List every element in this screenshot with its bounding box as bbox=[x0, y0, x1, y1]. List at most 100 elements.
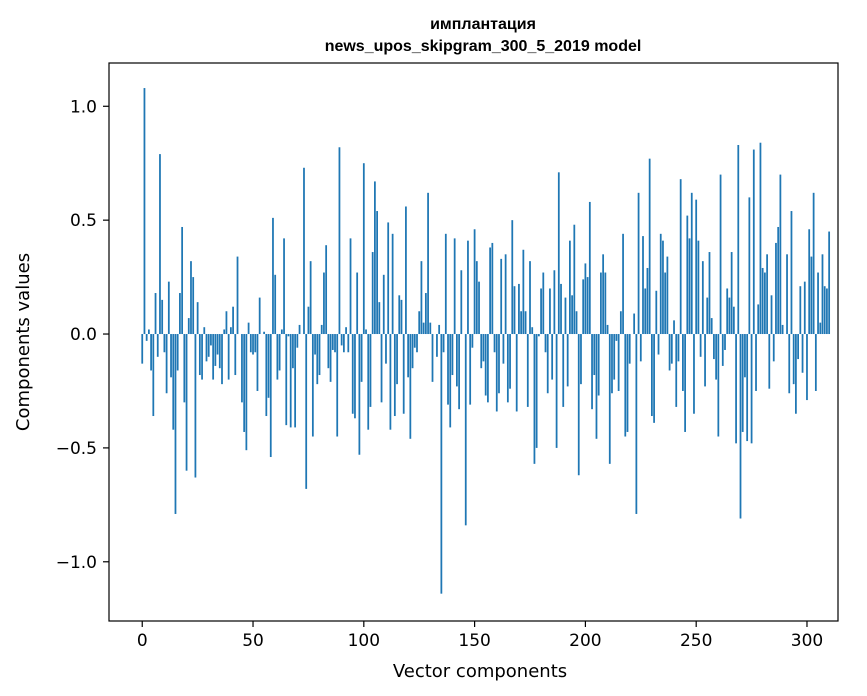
bar bbox=[159, 154, 161, 335]
bar bbox=[597, 334, 600, 396]
bar bbox=[626, 334, 629, 432]
bar bbox=[436, 334, 438, 357]
x-tick-label: 200 bbox=[569, 631, 601, 651]
bar bbox=[695, 199, 698, 335]
bar bbox=[187, 318, 190, 335]
bar bbox=[464, 334, 467, 526]
bar bbox=[391, 233, 394, 335]
bar bbox=[752, 149, 755, 335]
bar bbox=[207, 334, 210, 357]
bar bbox=[650, 334, 653, 417]
bar bbox=[152, 334, 155, 417]
bar bbox=[252, 334, 254, 355]
bar bbox=[659, 233, 662, 335]
bar bbox=[411, 334, 414, 369]
bar bbox=[349, 238, 352, 335]
bar bbox=[338, 147, 341, 335]
bar bbox=[311, 334, 314, 437]
bar bbox=[786, 254, 788, 335]
bar bbox=[471, 334, 474, 348]
bar bbox=[759, 142, 762, 335]
bar bbox=[356, 272, 359, 335]
bar bbox=[203, 327, 206, 335]
bar bbox=[628, 334, 631, 364]
bar bbox=[677, 334, 680, 362]
bar bbox=[489, 247, 491, 335]
bar bbox=[741, 334, 744, 432]
bar bbox=[393, 334, 396, 417]
y-axis-label: Components values bbox=[13, 253, 34, 431]
bar bbox=[405, 206, 407, 335]
bar bbox=[318, 334, 321, 376]
bar bbox=[354, 334, 356, 419]
bar bbox=[234, 334, 237, 376]
bar bbox=[218, 334, 221, 369]
bar bbox=[225, 311, 228, 335]
bar bbox=[276, 334, 279, 380]
bar bbox=[591, 334, 593, 410]
bar bbox=[418, 311, 421, 335]
x-axis-label: Vector components bbox=[393, 661, 567, 682]
bar bbox=[721, 334, 724, 366]
bar bbox=[761, 267, 764, 335]
bar bbox=[801, 334, 804, 373]
bar bbox=[216, 334, 219, 355]
bar bbox=[719, 174, 722, 335]
bar bbox=[409, 334, 412, 439]
x-axis: 0 50 100 150 200 250 300 bbox=[137, 621, 823, 651]
bar bbox=[582, 279, 585, 335]
bar bbox=[706, 297, 709, 335]
bar bbox=[513, 286, 516, 335]
bar bbox=[487, 334, 489, 403]
bar bbox=[546, 334, 549, 394]
bar bbox=[289, 334, 292, 428]
bar bbox=[473, 229, 476, 335]
bar bbox=[611, 334, 613, 394]
bar bbox=[493, 334, 496, 353]
bar bbox=[183, 334, 186, 403]
bar bbox=[506, 334, 509, 403]
bar bbox=[254, 334, 257, 353]
bar bbox=[821, 254, 824, 335]
bar bbox=[593, 334, 596, 376]
bar bbox=[531, 327, 534, 335]
bar bbox=[303, 167, 305, 335]
bar bbox=[480, 334, 483, 369]
bar bbox=[708, 252, 711, 335]
bar bbox=[697, 240, 700, 335]
bar bbox=[571, 295, 573, 335]
bar bbox=[728, 297, 731, 335]
bar bbox=[713, 334, 715, 360]
y-tick-label: 1.0 bbox=[70, 97, 97, 117]
bar bbox=[416, 334, 418, 353]
bar bbox=[819, 322, 822, 335]
x-tick-label: 150 bbox=[458, 631, 490, 651]
bar bbox=[679, 179, 682, 335]
bar bbox=[595, 334, 598, 439]
bar bbox=[817, 272, 819, 335]
bar bbox=[642, 236, 644, 335]
bar bbox=[655, 290, 658, 335]
bar bbox=[812, 192, 815, 335]
bar bbox=[564, 297, 567, 335]
bar bbox=[604, 272, 607, 335]
bar bbox=[573, 224, 576, 335]
plot-frame bbox=[108, 62, 839, 622]
bar bbox=[648, 158, 651, 335]
bar bbox=[795, 334, 797, 414]
bar bbox=[814, 334, 817, 391]
bar bbox=[148, 329, 150, 335]
bar bbox=[491, 242, 494, 335]
bar bbox=[141, 334, 144, 364]
bar bbox=[673, 320, 675, 335]
bar bbox=[325, 245, 328, 335]
bar bbox=[509, 334, 511, 389]
bar bbox=[524, 311, 527, 335]
bar bbox=[358, 334, 361, 455]
bar bbox=[316, 334, 319, 385]
bar bbox=[258, 297, 261, 335]
bar bbox=[750, 334, 753, 444]
bar bbox=[515, 334, 518, 412]
bar bbox=[757, 304, 760, 335]
